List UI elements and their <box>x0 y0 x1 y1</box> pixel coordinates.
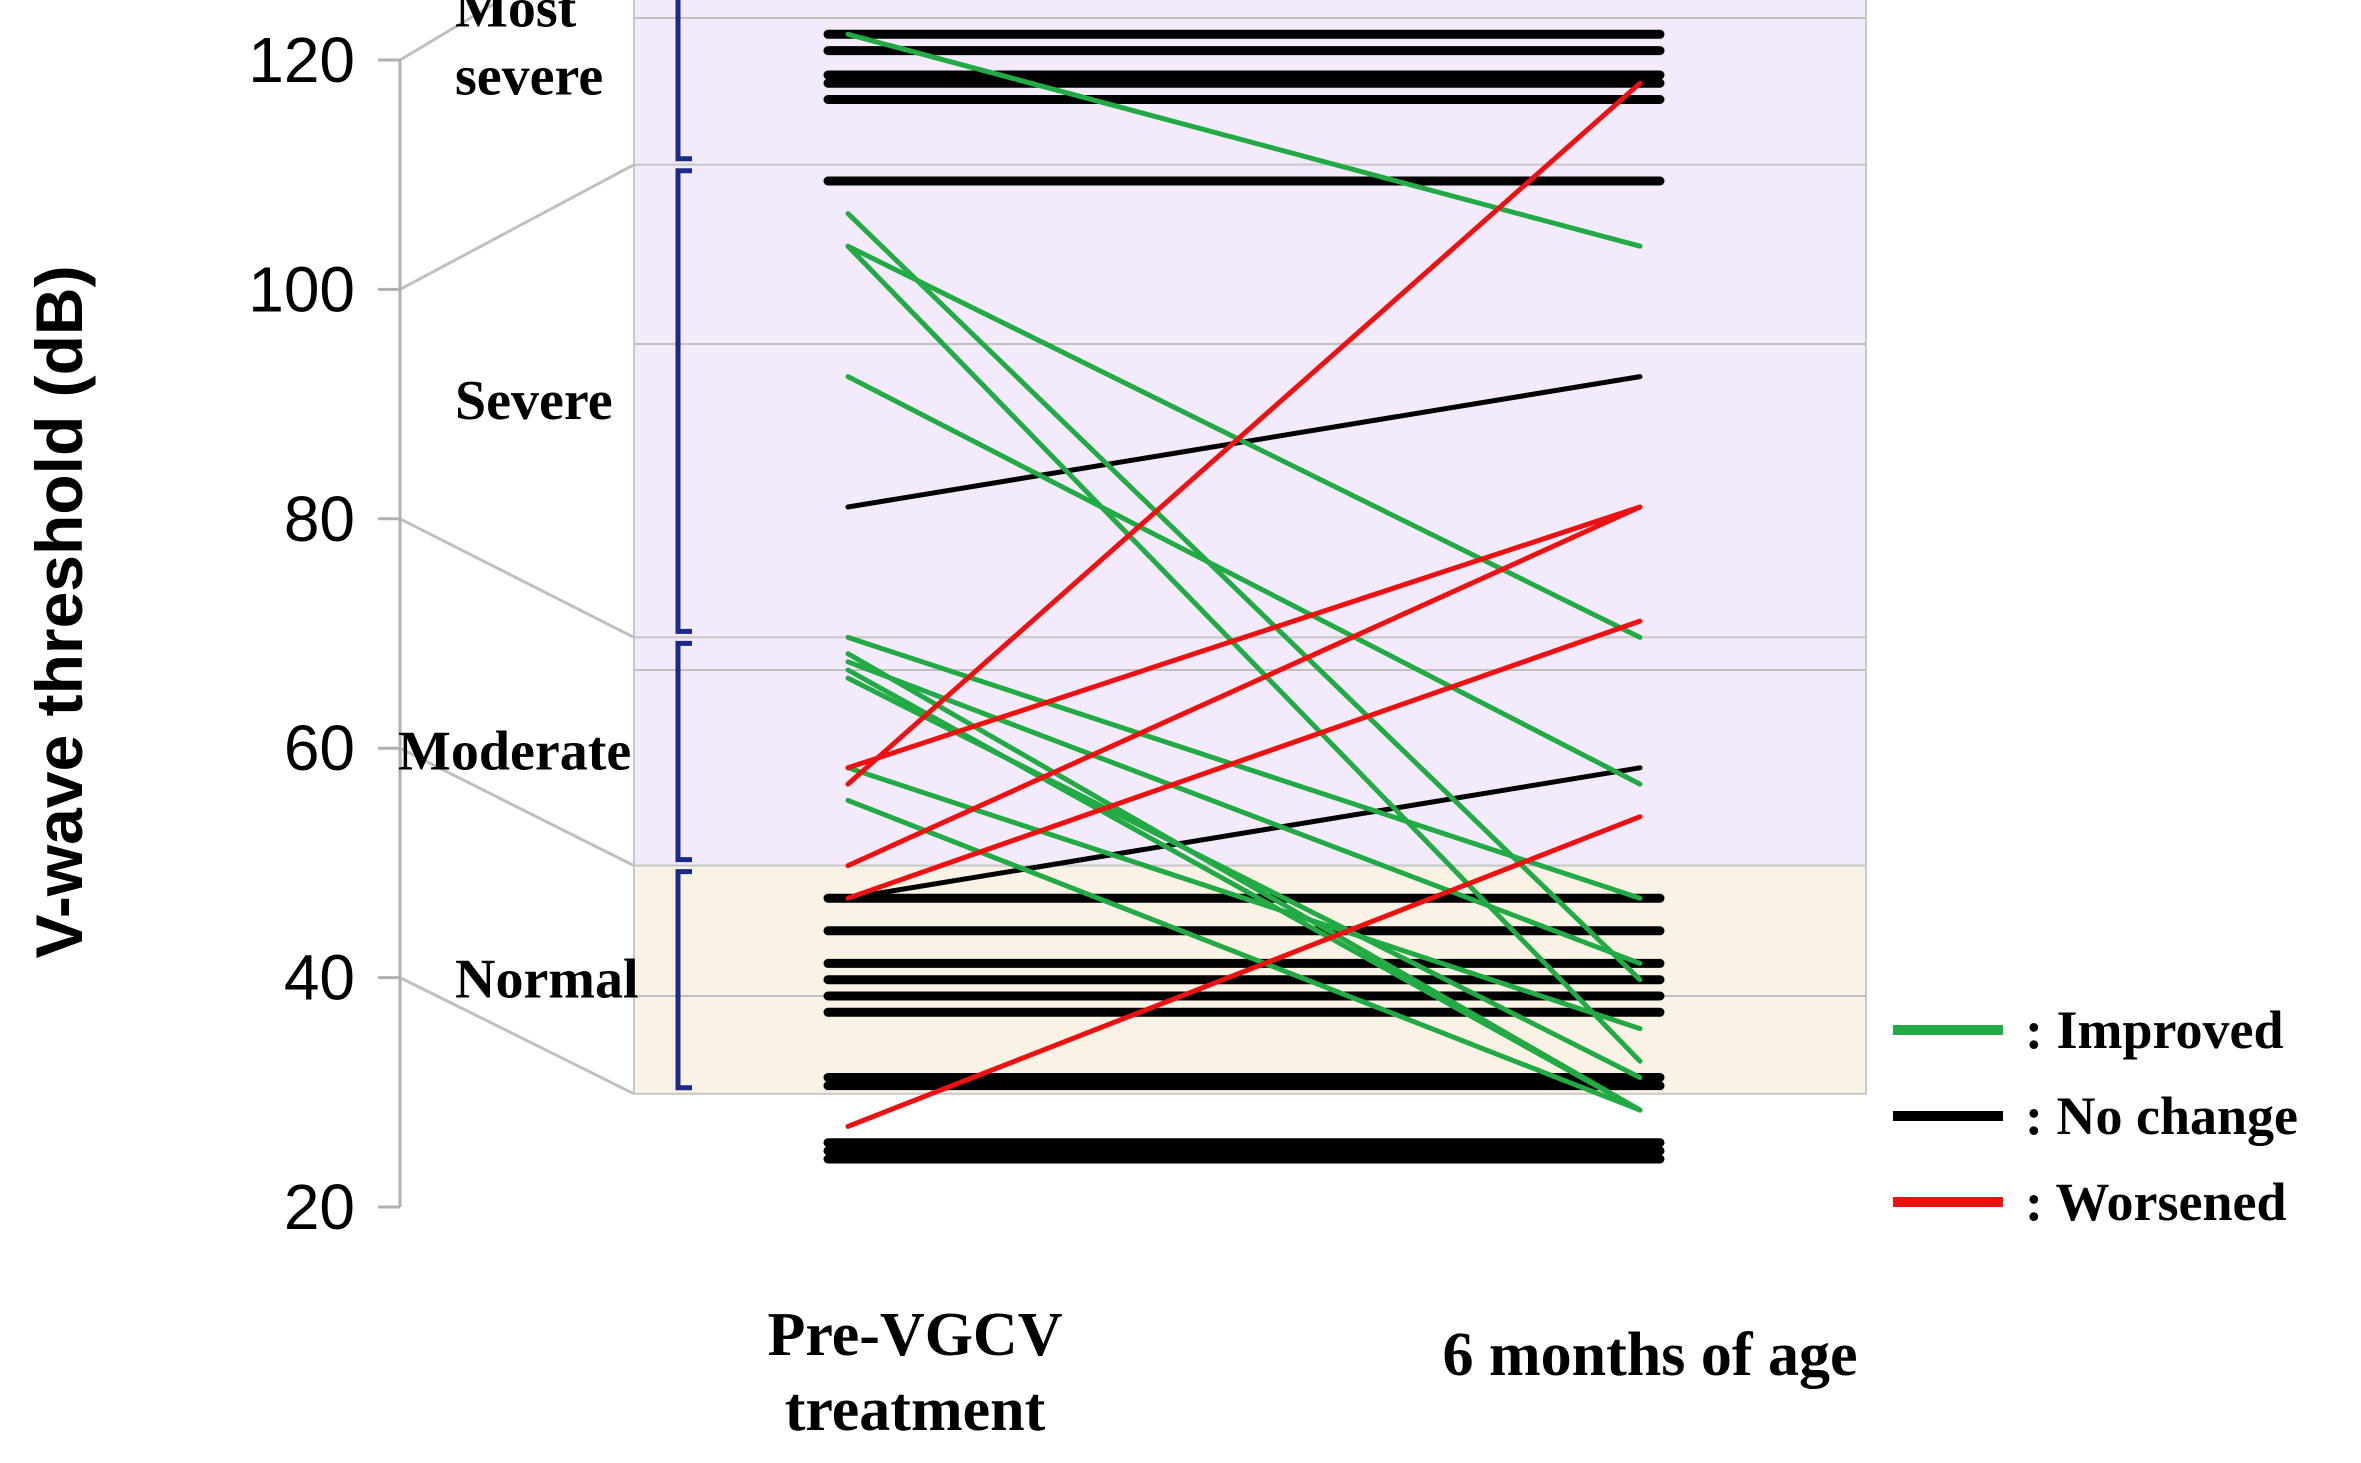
series-layer <box>823 29 1665 1164</box>
series-line-improved-2 <box>845 243 1643 640</box>
legend-label: : No change <box>2025 1086 2298 1146</box>
band-bracket <box>675 168 692 634</box>
y-tick-label: 20 <box>284 1171 355 1243</box>
y-tick-label: 40 <box>284 942 355 1014</box>
band-label: Severe <box>455 370 613 432</box>
series-line-improved-9 <box>845 675 1643 1080</box>
band-label: Moderate <box>398 721 631 783</box>
perspective-line <box>399 746 635 867</box>
band-label: severe <box>455 45 603 107</box>
band-bracket <box>675 869 692 1091</box>
series-line-worsened-3 <box>845 504 1643 869</box>
series-line-improved-4 <box>845 374 1643 787</box>
series-line-improved-7 <box>845 659 1643 966</box>
band-label: Normal <box>455 949 639 1011</box>
y-tick-label: 60 <box>284 712 355 784</box>
x-category-label: Pre-VGCV <box>768 1301 1063 1369</box>
y-tick-label: 80 <box>284 483 355 555</box>
series-line-improved-10 <box>845 765 1643 1032</box>
series-line-worsened-2 <box>845 618 1643 901</box>
y-tick-label: 100 <box>248 253 355 325</box>
y-tick-label: 120 <box>248 24 355 96</box>
series-line-improved-3 <box>845 243 1643 1064</box>
band-label: Most <box>455 0 577 39</box>
band-bracket <box>675 0 692 162</box>
perspective-line <box>399 0 504 62</box>
x-category-label: 6 months of age <box>1442 1321 1857 1389</box>
x-axis-labels: Pre-VGCV treatment 6 months of age <box>768 1301 1858 1444</box>
series-line-worsened-4 <box>845 814 1643 1129</box>
series-line-improved-0 <box>845 31 1643 249</box>
perspective-line <box>399 163 635 291</box>
band-bracket <box>675 640 692 863</box>
perspective-line <box>399 976 635 1096</box>
x-category-label: treatment <box>785 1376 1046 1444</box>
series-line-worsened-0 <box>845 80 1643 787</box>
series-line-improved-1 <box>845 211 1643 983</box>
legend-label: : Worsened <box>2025 1172 2287 1232</box>
band-1 <box>633 163 1867 639</box>
legend-label: : Improved <box>2025 1000 2284 1060</box>
series-line-worsened-1 <box>845 504 1643 771</box>
series-line-improved-5 <box>845 634 1643 901</box>
perspective-line <box>399 517 635 639</box>
series-line-no-change-18 <box>845 765 1643 901</box>
band-layer <box>633 0 1867 1095</box>
legend: : Improved : No change : Worsened <box>1893 1000 2298 1232</box>
y-axis-title: V-wave threshold (dB) <box>22 265 96 958</box>
band-labels: Most severe Severe Moderate Normal <box>398 0 692 1091</box>
y-axis: 120 100 80 60 40 20 <box>248 24 402 1243</box>
